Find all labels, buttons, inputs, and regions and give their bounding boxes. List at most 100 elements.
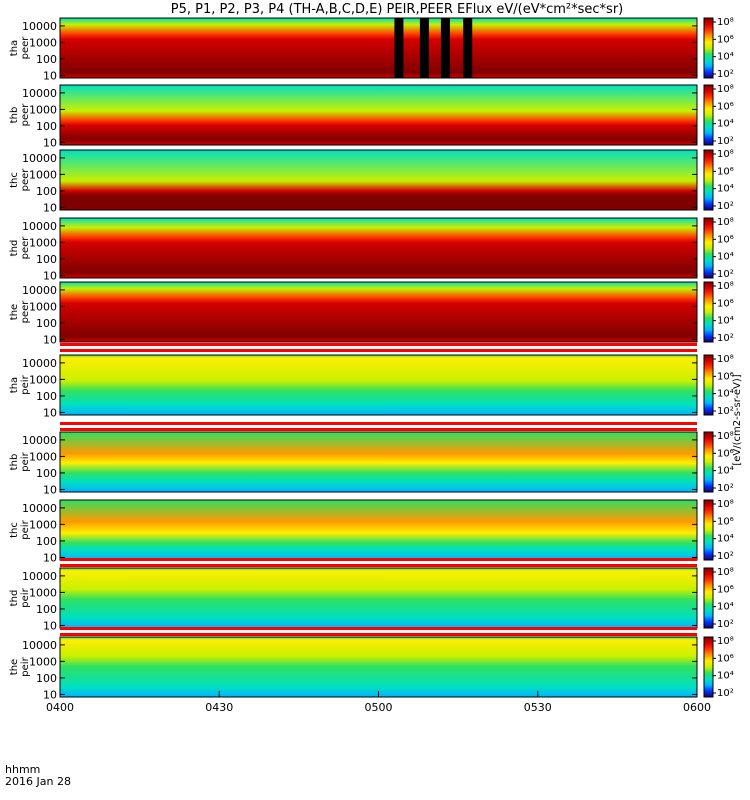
colorbar-tick-label: 10⁶ xyxy=(717,516,734,527)
colorbar xyxy=(703,84,714,146)
colorbar-tick-label: 10² xyxy=(717,136,734,147)
y-tick-label: 1000 xyxy=(29,36,57,49)
y-tick-label: 1000 xyxy=(29,168,57,181)
x-axis-label-hhmm: hhmm xyxy=(5,763,40,776)
data-gap-bar xyxy=(440,18,450,78)
panel-probe-label: the xyxy=(9,659,20,675)
colorbar-tick-label: 10⁸ xyxy=(717,431,734,442)
y-tick-label: 100 xyxy=(36,120,57,133)
y-tick-label: 10000 xyxy=(22,284,57,297)
chart-title: P5, P1, P2, P3, P4 (TH-A,B,C,D,E) PEIR,P… xyxy=(171,2,624,17)
y-tick-label: 10000 xyxy=(22,87,57,100)
colorbar-tick-label: 10² xyxy=(717,69,734,80)
y-tick-label: 10000 xyxy=(22,639,57,652)
y-tick-label: 1000 xyxy=(29,586,57,599)
colorbar-tick-label: 10⁶ xyxy=(717,234,734,245)
panel-probe-label: tha xyxy=(9,377,20,393)
x-tick-label: 0530 xyxy=(524,701,552,714)
gap-stripe-center xyxy=(60,425,697,428)
y-tick-label: 1000 xyxy=(29,373,57,386)
y-tick-label: 100 xyxy=(36,535,57,548)
data-gap-bar xyxy=(419,18,429,78)
colorbar-tick-label: 10² xyxy=(717,551,734,562)
spectrogram-thd-peer xyxy=(60,218,697,278)
colorbar-tick-label: 10⁸ xyxy=(717,84,734,95)
colorbar-label: [eV/(cm2-s-sr-eV)] xyxy=(732,374,743,465)
colorbar-tick-label: 10² xyxy=(717,269,734,280)
panel-probe-label: the xyxy=(9,304,20,320)
colorbar-tick-label: 10⁶ xyxy=(717,448,734,459)
data-gap-bar xyxy=(463,18,473,78)
colorbar-tick-label: 10⁸ xyxy=(717,499,734,510)
y-tick-label: 10 xyxy=(43,69,57,82)
y-tick-label: 10 xyxy=(43,201,57,214)
panel-species-label: peir xyxy=(20,587,31,607)
colorbar-tick-label: 10² xyxy=(717,333,734,344)
spectrogram-thc-peer xyxy=(60,150,697,210)
colorbar-tick-label: 10⁴ xyxy=(717,52,734,63)
colorbar-tick-label: 10⁶ xyxy=(717,101,734,112)
x-axis: 0400 0430 0500 0530 0600 xyxy=(46,691,711,714)
panel-frame-thd-peer xyxy=(59,217,698,279)
spectrogram-tha-peir xyxy=(60,355,697,415)
spectrogram-tha-peer xyxy=(60,18,697,78)
panel-probe-label: tha xyxy=(9,40,20,56)
y-tick-label: 100 xyxy=(36,53,57,66)
y-tick-label: 10 xyxy=(43,483,57,496)
y-tick-label: 1000 xyxy=(29,236,57,249)
x-axis-label-date: 2016 Jan 28 xyxy=(5,775,71,788)
x-tick-label: 0400 xyxy=(46,701,74,714)
panel-species-label: peir xyxy=(20,374,31,394)
y-tick-label: 1000 xyxy=(29,655,57,668)
colorbar xyxy=(703,354,714,416)
colorbar-tick-label: 10⁴ xyxy=(717,534,734,545)
panel-frame-thb-peer xyxy=(59,84,698,146)
panel-probe-label: thb xyxy=(9,107,20,124)
colorbar-tick-label: 10⁴ xyxy=(717,671,734,682)
colorbar-tick-label: 10⁴ xyxy=(717,119,734,130)
y-tick-label: 10 xyxy=(43,136,57,149)
colorbar-tick-label: 10⁴ xyxy=(717,316,734,327)
colorbar-tick-label: 10⁸ xyxy=(717,636,734,647)
data-gap-bar xyxy=(394,18,404,78)
panel-frame-the-peer xyxy=(59,281,698,343)
panel-species-label: peir xyxy=(20,451,31,471)
colorbar-tick-label: 10⁸ xyxy=(717,354,734,365)
colorbar-tick-label: 10² xyxy=(717,483,734,494)
panel-species-label: peer xyxy=(20,168,31,192)
colorbar-tick-label: 10⁶ xyxy=(717,166,734,177)
x-tick-label: 0500 xyxy=(365,701,393,714)
panel-species-label: peer xyxy=(20,300,31,324)
x-tick-label: 0600 xyxy=(683,701,711,714)
y-tick-label: 1000 xyxy=(29,518,57,531)
colorbar-tick-label: 10² xyxy=(717,406,734,417)
colorbar xyxy=(703,636,714,698)
panel-species-label: peir xyxy=(20,519,31,539)
y-tick-label: 1000 xyxy=(29,103,57,116)
panel-probe-label: thd xyxy=(9,590,20,607)
spectrogram-the-peir xyxy=(60,637,697,697)
y-tick-label: 100 xyxy=(36,603,57,616)
panel-probe-label: thb xyxy=(9,454,20,471)
colorbar-tick-label: 10⁴ xyxy=(717,466,734,477)
panel-species-label: peer xyxy=(20,36,31,60)
y-tick-label: 100 xyxy=(36,672,57,685)
gap-stripe-center xyxy=(60,630,697,633)
y-tick-label: 10000 xyxy=(22,434,57,447)
colorbar xyxy=(703,149,714,211)
panel-probe-label: thc xyxy=(9,172,20,188)
y-tick-label: 100 xyxy=(36,390,57,403)
spectrogram-thc-peir xyxy=(60,500,697,560)
panel-frame-tha-peer xyxy=(59,17,698,79)
colorbar-tick-label: 10⁶ xyxy=(717,298,734,309)
panel-species-label: peer xyxy=(20,103,31,127)
y-tick-label: 10000 xyxy=(22,357,57,370)
colorbar-tick-label: 10⁶ xyxy=(717,371,734,382)
colorbar-tick-label: 10⁸ xyxy=(717,17,734,28)
colorbar-tick-label: 10⁸ xyxy=(717,281,734,292)
spectrogram-thb-peir xyxy=(60,432,697,492)
gap-stripe-center xyxy=(60,561,697,564)
colorbar-tick-label: 10⁴ xyxy=(717,602,734,613)
spectrogram-the-peer xyxy=(60,282,697,342)
